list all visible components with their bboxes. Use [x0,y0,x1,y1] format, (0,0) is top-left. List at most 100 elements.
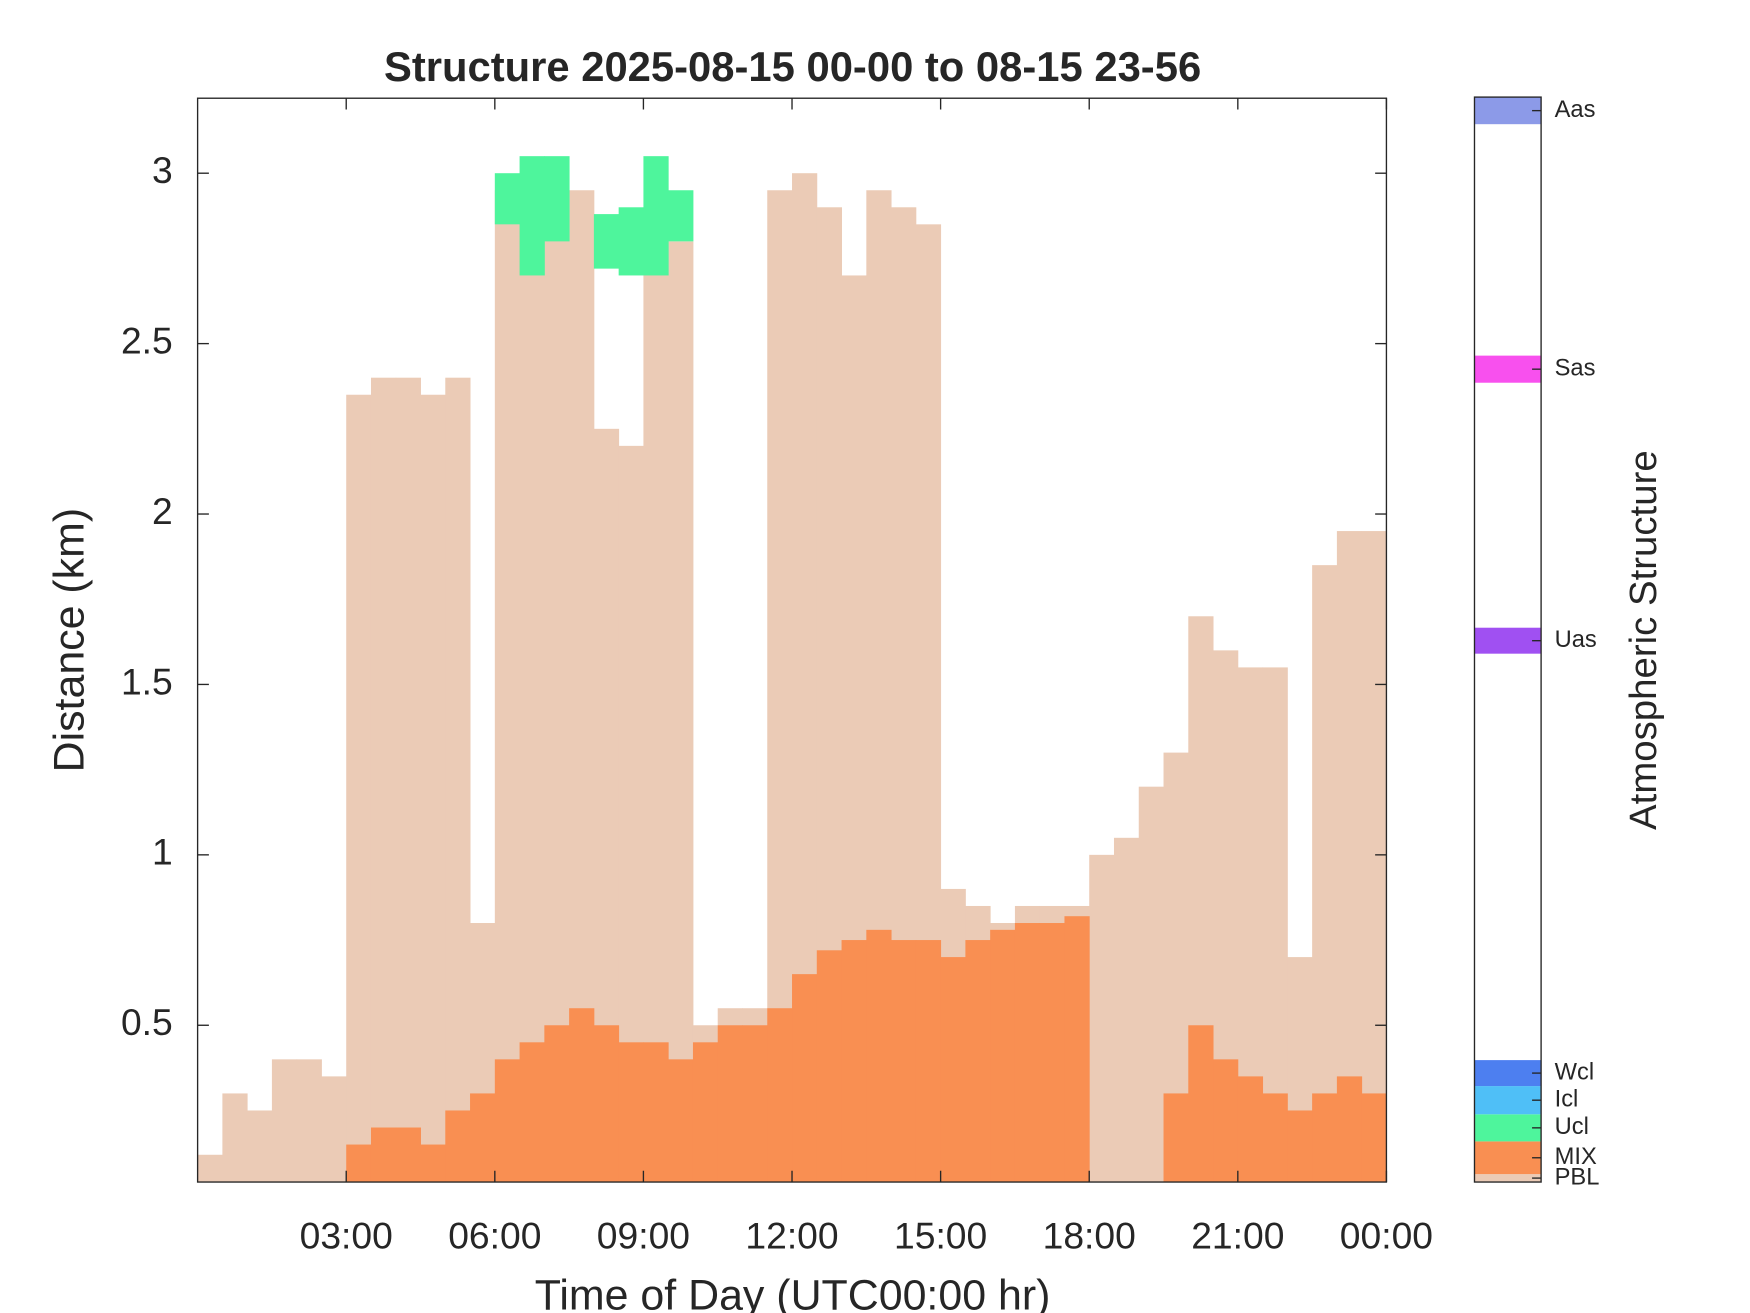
bar [792,974,818,1183]
colorbar-label: Aas [1555,97,1596,123]
bar [370,1127,397,1183]
y-tick-label: 2.5 [121,319,173,361]
bar [1113,837,1140,1183]
bar [395,377,421,1183]
bar [990,929,1016,1183]
colorbar-frame [1473,96,1542,1183]
bar [866,929,892,1183]
x-tick-label: 06:00 [448,1214,541,1256]
colorbar-label: Icl [1555,1086,1579,1112]
bar [1336,531,1363,1183]
colorbar-label: Ucl [1555,1114,1589,1140]
bar [816,950,843,1183]
colorbar-swatch [1474,97,1542,125]
bar [643,156,669,276]
bar [494,173,521,225]
bar [271,1059,298,1183]
x-axis-label: Time of Day (UTC00:00 hr) [535,1272,1051,1313]
bar [940,957,966,1183]
colorbar-swatch [1474,627,1542,654]
bar [915,940,942,1183]
bar [1064,916,1090,1183]
bar [420,1144,446,1183]
bar [593,1025,620,1183]
bar [593,214,620,269]
colorbar-swatch [1474,355,1542,383]
bar [1163,1093,1189,1183]
bar [222,1093,248,1183]
bar [370,377,397,1183]
x-tick-label: 03:00 [300,1214,393,1256]
bar [1213,1059,1239,1183]
y-tick-label: 2 [152,490,173,532]
colorbar-swatch [1474,1060,1542,1087]
bar [494,190,521,1183]
colorbar-swatch [1474,1114,1542,1142]
bar [346,1144,372,1183]
bar [544,1025,570,1183]
chart-title: Structure 2025-08-15 00-00 to 08-15 23-5… [384,43,1201,90]
bar [445,1110,471,1183]
bar [346,394,372,1183]
bar [841,940,867,1183]
colorbar-label: Uas [1555,627,1597,653]
bar [618,1042,644,1183]
colorbar-swatch [1474,1141,1542,1175]
bar [395,1127,421,1183]
bar [1039,923,1065,1183]
bar [1089,854,1115,1183]
colorbar-label: MIX [1555,1144,1597,1170]
bar [692,1042,719,1183]
bar [1312,565,1338,1183]
bar [965,940,991,1183]
y-tick-label: 3 [152,149,173,191]
bar [247,1110,273,1183]
bar [321,1076,347,1183]
colorbar-swatch [1474,1086,1542,1115]
bar [717,1025,743,1183]
bar [544,207,570,1183]
bar [1262,1093,1288,1183]
bar [742,1025,768,1183]
bar [445,377,471,1183]
bar [1138,786,1164,1183]
bar [1237,1076,1264,1183]
bar [891,940,917,1183]
bar [1361,531,1387,1183]
bar [420,394,446,1183]
bar [643,241,669,1183]
bar [767,1008,793,1183]
bar [668,241,694,1183]
x-tick-label: 12:00 [745,1214,838,1256]
bar [494,1059,521,1183]
colorbar-label: Atmospheric Structure [1622,450,1665,830]
bar [519,156,545,276]
colorbar-label: Wcl [1555,1059,1594,1085]
y-tick-label: 1 [152,831,173,873]
colorbar-swatch [1474,1174,1542,1183]
bar [569,1008,595,1183]
bar [1336,1076,1363,1183]
bar [1014,923,1041,1183]
x-tick-label: 21:00 [1191,1214,1284,1256]
bar [643,1042,669,1183]
bar [1287,1110,1313,1183]
x-tick-label: 15:00 [894,1214,987,1256]
bar [1188,1025,1214,1183]
x-tick-label: 09:00 [597,1214,690,1256]
colorbar-label: Sas [1555,355,1596,381]
y-tick-label: 0.5 [121,1001,173,1043]
bar [519,173,545,1183]
x-tick-label: 18:00 [1043,1214,1136,1256]
bar [1361,1093,1387,1183]
bar [296,1059,322,1183]
bar [519,1042,545,1183]
y-axis-label: Distance (km) [46,508,94,773]
bar [668,190,694,242]
x-tick-label: 00:00 [1340,1214,1433,1256]
colorbar-label: PBL [1555,1164,1600,1190]
bar [470,1093,496,1183]
bar [618,207,644,276]
